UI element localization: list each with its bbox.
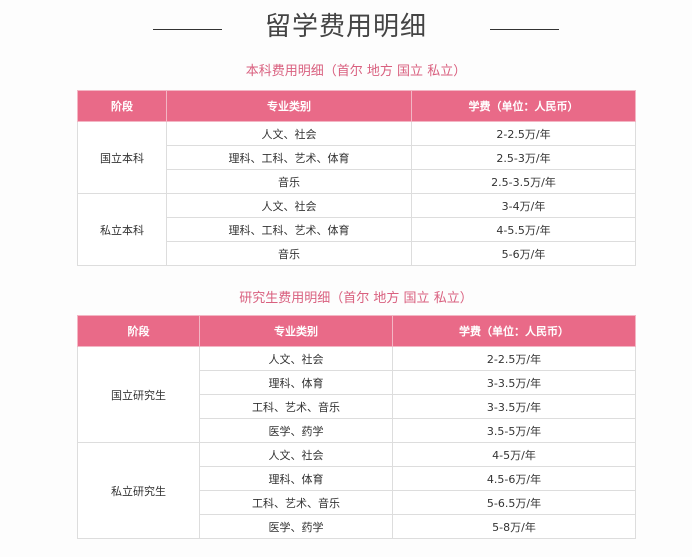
major-cell: 医学、药学 (199, 514, 393, 539)
major-cell: 医学、药学 (199, 418, 393, 443)
fee-cell: 3-3.5万/年 (392, 394, 636, 419)
fee-cell: 4.5-6万/年 (392, 466, 636, 491)
stage-cell: 私立研究生 (77, 442, 200, 539)
table-row: 国立本科 人文、社会 2-2.5万/年 (77, 121, 636, 194)
table-row: 私立本科 人文、社会 3-4万/年 (77, 193, 636, 266)
fee-cell: 5-6万/年 (411, 241, 636, 266)
fee-cell: 3.5-5万/年 (392, 418, 636, 443)
table-row: 医学、药学 5-8万/年 (78, 514, 636, 539)
table-header-row: 阶段 专业类别 学费（单位：人民币） (77, 90, 636, 122)
column-header: 专业类别 (199, 315, 393, 347)
major-cell: 工科、艺术、音乐 (199, 394, 393, 419)
major-cell: 理科、工科、艺术、体育 (166, 217, 412, 242)
major-cell: 人文、社会 (199, 442, 393, 467)
table-row: 理科、工科、艺术、体育 2.5-3万/年 (78, 145, 636, 170)
title-left-rule (153, 29, 222, 30)
graduate-fee-table: 阶段 专业类别 学费（单位：人民币） 国立研究生 人文、社会 2-2.5万/年 理科、体育 3… (77, 315, 636, 539)
undergrad-subtitle: 本科费用明细（首尔 地方 国立 私立） (245, 64, 467, 79)
major-cell: 人文、社会 (166, 193, 412, 218)
stage-cell: 私立本科 (77, 193, 167, 266)
major-cell: 人文、社会 (199, 346, 393, 371)
table-row: 理科、体育 3-3.5万/年 (78, 370, 636, 395)
fee-cell: 2-2.5万/年 (392, 346, 636, 371)
fee-cell: 5-6.5万/年 (392, 490, 636, 515)
table-row: 理科、工科、艺术、体育 4-5.5万/年 (78, 217, 636, 242)
table-row: 医学、药学 3.5-5万/年 (78, 418, 636, 443)
fee-cell: 5-8万/年 (392, 514, 636, 539)
table-header-row: 阶段 专业类别 学费（单位：人民币） (77, 315, 636, 347)
fee-cell: 4-5万/年 (392, 442, 636, 467)
undergrad-fee-table: 阶段 专业类别 学费（单位：人民币） 国立本科 人文、社会 2-2.5万/年 理科、工科、艺… (77, 90, 636, 266)
column-header: 阶段 (77, 315, 200, 347)
fee-cell: 3-4万/年 (411, 193, 636, 218)
table-row: 私立研究生 人文、社会 4-5万/年 (77, 442, 636, 539)
stage-cell: 国立研究生 (77, 346, 200, 443)
title-right-rule (490, 29, 559, 30)
column-header: 学费（单位：人民币） (411, 90, 636, 122)
table-row: 理科、体育 4.5-6万/年 (78, 466, 636, 491)
fee-cell: 2.5-3.5万/年 (411, 169, 636, 194)
major-cell: 理科、工科、艺术、体育 (166, 145, 412, 170)
major-cell: 理科、体育 (199, 370, 393, 395)
stage-cell: 国立本科 (77, 121, 167, 194)
table-row: 音乐 5-6万/年 (78, 241, 636, 266)
fee-cell: 2-2.5万/年 (411, 121, 636, 146)
column-header: 阶段 (77, 90, 167, 122)
page-title: 留学费用明细 (264, 12, 427, 42)
major-cell: 理科、体育 (199, 466, 393, 491)
table-row: 国立研究生 人文、社会 2-2.5万/年 (77, 346, 636, 443)
fee-cell: 4-5.5万/年 (411, 217, 636, 242)
major-cell: 音乐 (166, 169, 412, 194)
table-row: 工科、艺术、音乐 5-6.5万/年 (78, 490, 636, 515)
fee-cell: 3-3.5万/年 (392, 370, 636, 395)
column-header: 学费（单位：人民币） (392, 315, 636, 347)
column-header: 专业类别 (166, 90, 412, 122)
graduate-subtitle: 研究生费用明细（首尔 地方 国立 私立） (239, 291, 473, 306)
fee-cell: 2.5-3万/年 (411, 145, 636, 170)
major-cell: 人文、社会 (166, 121, 412, 146)
major-cell: 工科、艺术、音乐 (199, 490, 393, 515)
major-cell: 音乐 (166, 241, 412, 266)
table-row: 音乐 2.5-3.5万/年 (78, 169, 636, 194)
